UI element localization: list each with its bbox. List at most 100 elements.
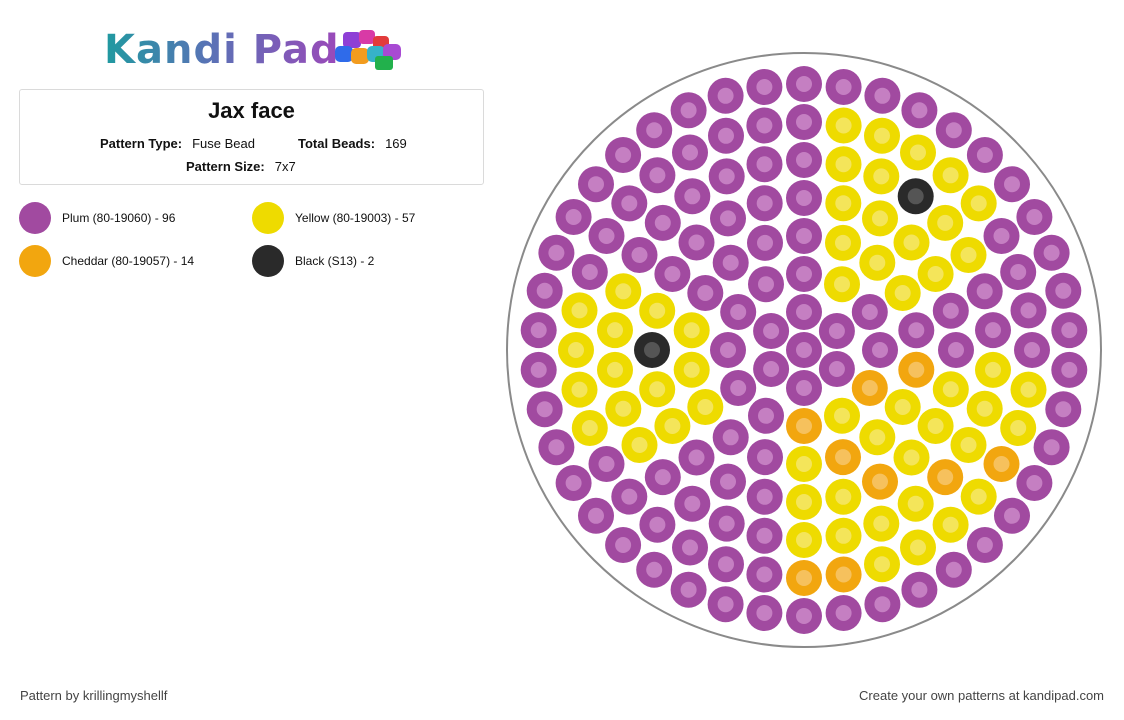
bead-hole (937, 214, 954, 231)
bead-hole (796, 342, 812, 358)
brand-logo[interactable]: Kandi Pad (104, 26, 401, 74)
bead-hole (1055, 282, 1072, 299)
bead-hole (993, 456, 1010, 472)
bead-hole (536, 282, 553, 299)
bead-hole (722, 254, 739, 271)
bead-hole (796, 114, 812, 130)
black-swatch (252, 245, 284, 277)
color-legend: Plum (80-19060) - 96 Yellow (80-19003) -… (19, 202, 489, 282)
legend-item-cheddar: Cheddar (80-19057) - 14 (19, 245, 194, 277)
plum-swatch (19, 202, 51, 234)
bead-hole (682, 144, 698, 161)
bead-hole (1061, 361, 1078, 378)
bead-hole (907, 495, 924, 512)
bead-hole (911, 102, 928, 119)
brand-name: Kandi Pad (104, 27, 340, 73)
bead-hole (588, 507, 604, 524)
bead-hole (835, 488, 852, 505)
bead-hole (763, 323, 780, 339)
bead-hole (756, 195, 773, 212)
bead-hole (1020, 302, 1037, 319)
bead-hole (756, 527, 773, 544)
bead-hole (835, 566, 852, 583)
bead-hole (835, 605, 852, 621)
bead-hole (631, 247, 648, 263)
bead-hole (756, 156, 773, 173)
bead-hole (796, 190, 812, 206)
pattern-type-label: Pattern Type: (100, 136, 183, 151)
bead-hole (720, 210, 736, 227)
pattern-type-row: Pattern Type: Fuse Bead (100, 136, 255, 151)
bead-hole (927, 418, 944, 434)
bead-hole (960, 247, 977, 263)
bead-pattern-board (506, 52, 1102, 648)
bead-hole (680, 581, 697, 598)
bead-hole (796, 418, 812, 434)
bead-hole (903, 449, 920, 466)
bead-hole (835, 117, 852, 134)
pattern-size-row: Pattern Size: 7x7 (186, 159, 296, 174)
bead-hole (835, 449, 851, 466)
bead-layer (520, 66, 1088, 634)
bead-hole (649, 381, 666, 398)
bead-hole (1026, 209, 1043, 225)
bead-hole (758, 407, 774, 424)
bead-hole (874, 556, 890, 573)
bead-hole (646, 122, 663, 139)
bead-hole (945, 561, 962, 578)
legend-label-plum: Plum (80-19060) - 96 (62, 211, 176, 225)
bead-hole (757, 234, 773, 251)
bead-hole (942, 516, 959, 533)
bead-hole (1055, 401, 1072, 418)
bead-hole (697, 399, 714, 415)
bead-hole (894, 399, 911, 415)
bead-hole (615, 147, 632, 163)
bead-hole (718, 556, 734, 573)
bead-hole (937, 469, 954, 486)
bead-hole (581, 420, 598, 436)
bead-hole (796, 228, 812, 244)
bead-hole (718, 515, 735, 532)
bead-hole (756, 117, 773, 134)
bead-hole (903, 234, 920, 251)
total-beads-value: 169 (385, 136, 407, 151)
bead-hole (927, 266, 944, 282)
bead-hole (680, 102, 697, 119)
bead-hole (835, 234, 851, 251)
bead-hole (908, 322, 925, 339)
bead-hole (571, 302, 588, 319)
bead-hole (907, 188, 924, 205)
bead-hole (894, 285, 911, 301)
bead-hole (1010, 264, 1027, 280)
bead-hole (861, 380, 878, 396)
bead-hole (970, 195, 987, 212)
bead-hole (910, 539, 926, 556)
bead-hole (631, 437, 648, 453)
bead-hole (796, 570, 812, 586)
bead-hole (565, 475, 582, 491)
bead-hole (835, 195, 852, 212)
legend-item-yellow: Yellow (80-19003) - 57 (252, 202, 415, 234)
bead-hole (649, 516, 666, 533)
bead-hole (683, 361, 700, 378)
bead-hole (796, 152, 812, 168)
bead-hole (730, 304, 747, 320)
bead-hole (758, 276, 774, 293)
legend-item-black: Black (S13) - 2 (252, 245, 374, 277)
bead-hole (717, 87, 734, 104)
bead-hole (720, 473, 736, 490)
bead-hole (976, 283, 993, 300)
bead-hole (756, 488, 773, 505)
bead-hole (874, 87, 891, 104)
bead-hole (1061, 322, 1078, 339)
bead-hole (834, 276, 850, 293)
create-patterns-link[interactable]: Create your own patterns at kandipad.com (859, 688, 1104, 703)
bead-hole (873, 168, 890, 185)
bead-hole (796, 494, 812, 510)
bead-hole (873, 515, 890, 532)
bead-hole (874, 596, 891, 613)
bead-hole (796, 76, 812, 92)
bead-hole (911, 581, 928, 598)
bead-hole (872, 342, 888, 358)
bead-hole (834, 407, 850, 424)
